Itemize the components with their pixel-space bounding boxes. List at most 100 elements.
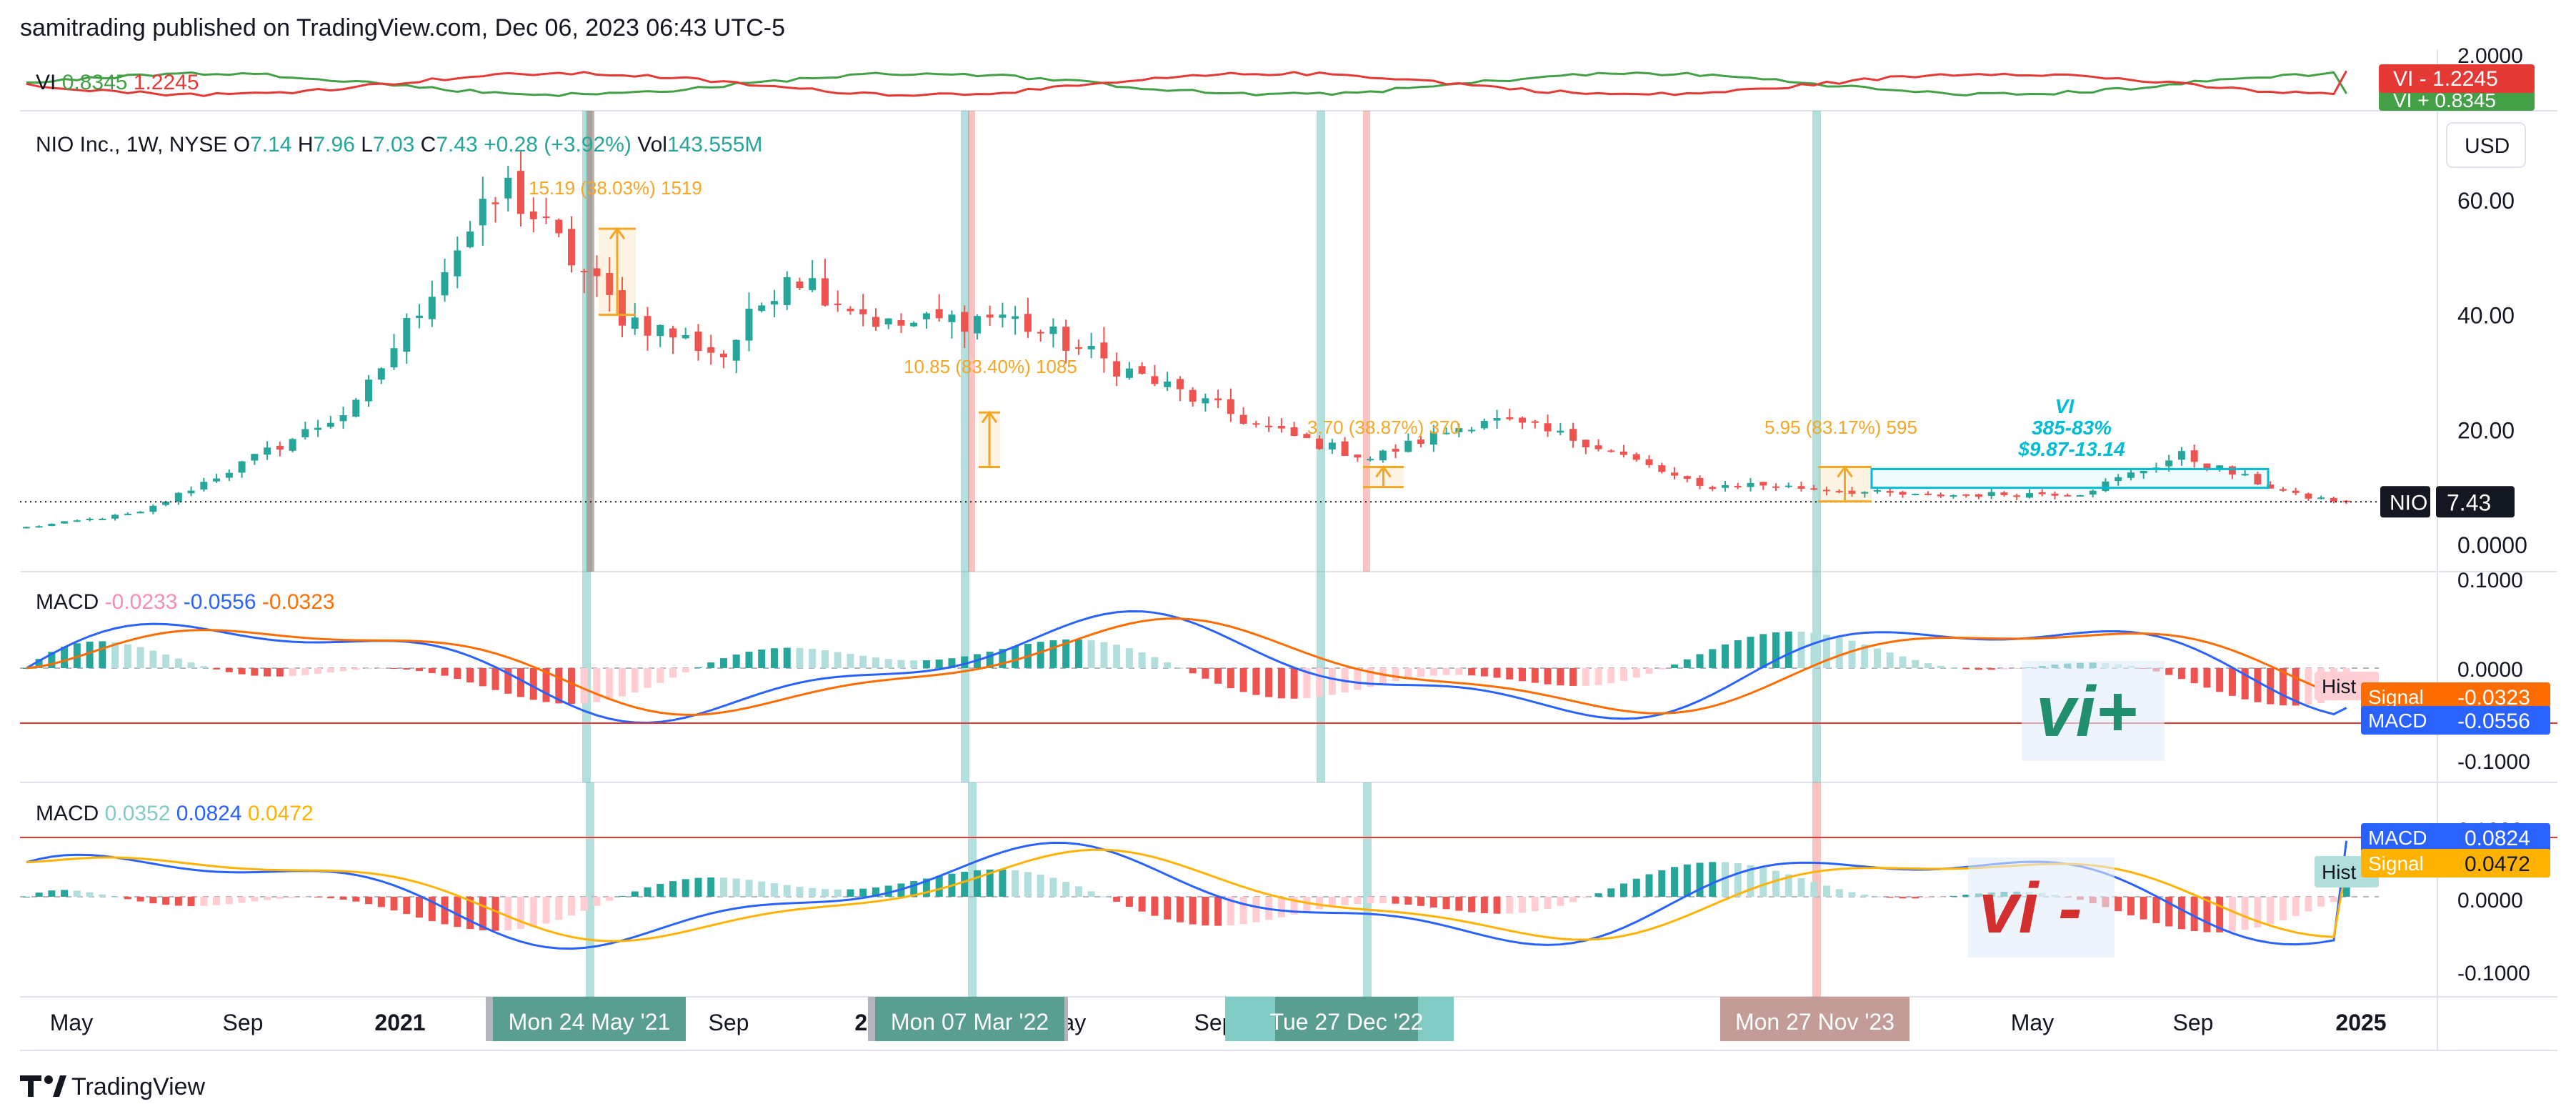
candle-body <box>2025 493 2033 498</box>
hist-bar <box>1924 663 1932 668</box>
hist-bar <box>555 668 563 704</box>
candle-body <box>2064 494 2072 497</box>
candle-body <box>1671 472 1679 476</box>
hist-bar <box>1125 897 1133 907</box>
candle-body <box>124 514 131 516</box>
hist-bar <box>2115 897 2122 912</box>
vi-minus-badge-label: VI - 1.2245 <box>2393 67 2498 91</box>
hist-bar <box>1227 668 1234 689</box>
tradingview-logo[interactable]: TradingView <box>20 1073 206 1100</box>
hist-bar <box>542 668 550 702</box>
candle-body <box>1709 487 1717 489</box>
candle-body <box>2254 474 2262 484</box>
hist-bar <box>225 897 233 905</box>
hist-bar <box>2254 668 2262 702</box>
hist-bar <box>872 657 879 668</box>
candle-body <box>2115 477 2122 482</box>
hist-bar <box>2228 668 2236 696</box>
target-zone-box <box>1870 467 2270 489</box>
candle-body <box>1873 489 1881 492</box>
hist-bar <box>1367 668 1374 687</box>
hist-bar <box>1316 668 1324 697</box>
candle-body <box>631 317 639 329</box>
candle-body <box>999 314 1007 318</box>
candle-body <box>174 492 182 502</box>
x-date-marker <box>1720 997 1909 1041</box>
hist-bar <box>1810 632 1818 668</box>
candle-body <box>580 271 588 273</box>
candle-body <box>1303 434 1311 439</box>
candle-body <box>1924 493 1932 495</box>
hist-bar <box>1937 665 1945 668</box>
hist-bar <box>961 872 969 897</box>
hist-bar <box>2254 897 2262 927</box>
candle-body <box>1759 482 1767 486</box>
hist-bar <box>479 668 486 687</box>
candle-body <box>1037 332 1044 334</box>
candle-body <box>339 415 347 422</box>
hist-bar <box>48 890 56 897</box>
vi-plus-badge-label: VI + 0.8345 <box>2393 89 2496 111</box>
candle-body <box>225 472 233 478</box>
vi-legend-part: 0.8345 <box>62 71 134 94</box>
hist-bar <box>1544 897 1552 909</box>
candle-body <box>1848 490 1856 494</box>
candle-body <box>1138 366 1146 374</box>
hist-bar <box>682 879 689 897</box>
hist-bar <box>1277 897 1285 917</box>
hist-bar <box>682 668 689 672</box>
hist-bar <box>1113 645 1121 668</box>
candle-body <box>1265 425 1273 427</box>
currency-button[interactable] <box>2446 122 2526 168</box>
candle-body <box>517 171 525 214</box>
hist-bar <box>1557 897 1564 906</box>
hist-bar <box>948 658 956 668</box>
candle-body <box>948 314 956 322</box>
candle-body <box>2203 463 2211 469</box>
signal-highlight <box>1363 111 1370 572</box>
candle-body <box>1379 450 1387 461</box>
macd1-histogram <box>22 631 2350 706</box>
hist-bar <box>1417 897 1425 906</box>
hist-bar <box>719 877 727 897</box>
hist-bar <box>61 647 69 668</box>
hist-bar <box>834 889 842 897</box>
candle-body <box>809 278 817 291</box>
hist-bar <box>2292 668 2300 706</box>
measure-label: 3.70 (38.87%) 370 <box>1307 417 1460 438</box>
hist-bar <box>1202 897 1209 926</box>
x-date-marker <box>493 997 686 1041</box>
price-y-tick: 60.00 <box>2457 188 2515 214</box>
hist-bar <box>99 641 106 668</box>
candle-body <box>1620 452 1628 455</box>
hist-bar <box>669 668 677 678</box>
hist-bar <box>162 654 170 668</box>
candle-body <box>326 422 334 427</box>
hist-bar <box>264 897 271 900</box>
hist-bar <box>821 889 829 897</box>
macd2-hist-badge-label: Hist <box>2322 861 2356 883</box>
vi-plus-line <box>26 71 2347 97</box>
hist-bar <box>1290 668 1298 699</box>
candle-body <box>1392 449 1399 452</box>
hist-bar <box>377 897 385 907</box>
hist-bar <box>187 897 195 906</box>
hist-bar <box>1189 897 1197 925</box>
measure-label: 5.95 (83.17%) 595 <box>1764 417 1917 438</box>
hist-bar <box>1950 667 1957 669</box>
candle-body <box>1950 494 1957 497</box>
target-zone-label: VI <box>2055 395 2075 417</box>
candle-body <box>732 339 740 361</box>
hist-bar <box>1722 644 1729 668</box>
hist-bar <box>2177 668 2185 680</box>
ohlc-part: 7.03 <box>373 133 421 156</box>
candle-body <box>1074 347 1082 349</box>
candle-body <box>136 512 144 514</box>
hist-bar <box>174 658 182 668</box>
hist-bar <box>529 897 537 927</box>
ohlc-line: NIO Inc., 1W, NYSE O7.14 H7.96 L7.03 C7.… <box>36 133 762 156</box>
hist-bar <box>390 668 398 669</box>
candle-body <box>504 177 512 199</box>
macd1-y-tick: 0.1000 <box>2457 569 2523 592</box>
macd1-y-tick: -0.1000 <box>2457 750 2530 774</box>
